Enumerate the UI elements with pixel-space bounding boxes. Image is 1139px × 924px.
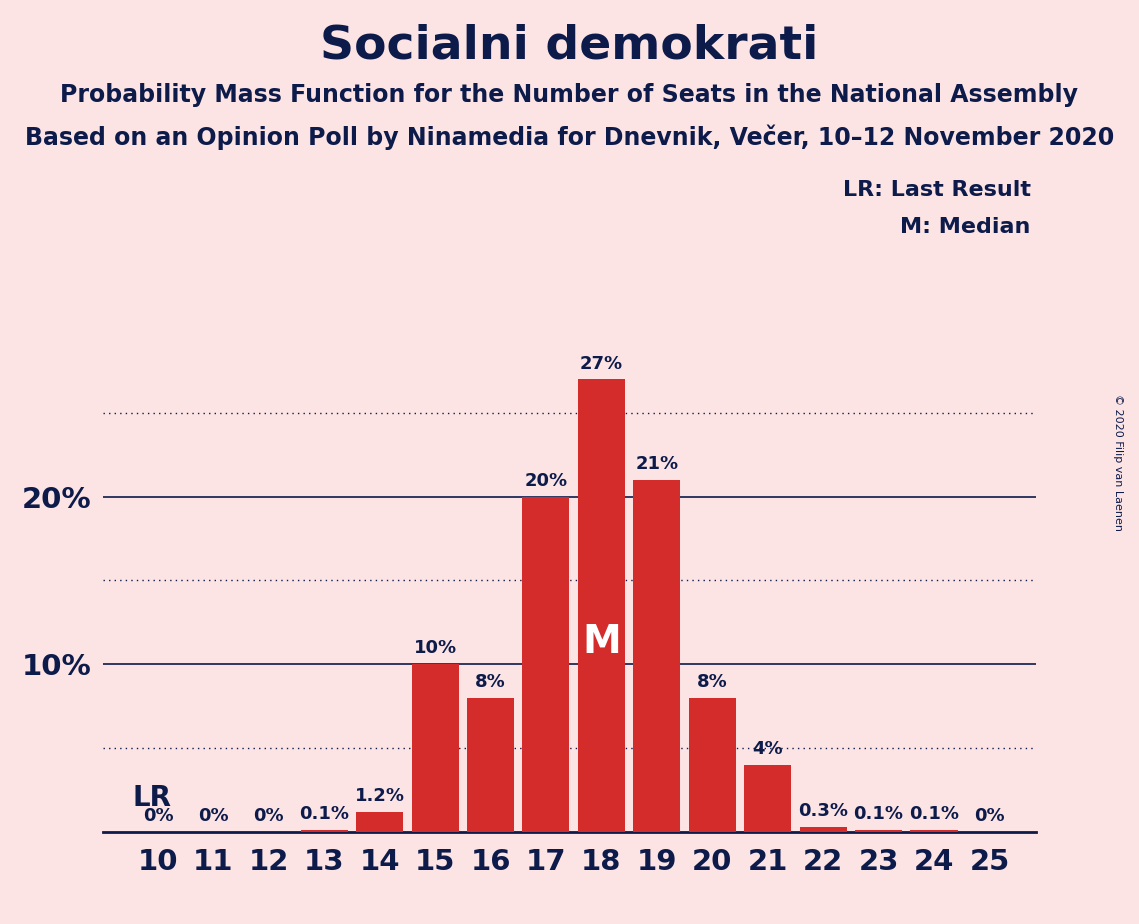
Text: 0%: 0% bbox=[254, 807, 284, 825]
Bar bbox=[910, 830, 958, 832]
Text: LR: LR bbox=[133, 784, 172, 812]
Bar bbox=[689, 698, 736, 832]
Bar bbox=[800, 827, 846, 832]
Text: 0.1%: 0.1% bbox=[300, 805, 350, 823]
Text: 0.1%: 0.1% bbox=[853, 805, 903, 823]
Text: 10%: 10% bbox=[413, 639, 457, 658]
Bar bbox=[523, 497, 570, 832]
Bar bbox=[744, 765, 792, 832]
Text: 0.3%: 0.3% bbox=[798, 802, 849, 820]
Text: M: M bbox=[582, 623, 621, 661]
Text: 27%: 27% bbox=[580, 355, 623, 372]
Text: © 2020 Filip van Laenen: © 2020 Filip van Laenen bbox=[1114, 394, 1123, 530]
Text: M: Median: M: Median bbox=[901, 217, 1031, 237]
Text: 21%: 21% bbox=[636, 456, 679, 473]
Text: 8%: 8% bbox=[697, 673, 728, 691]
Text: LR: Last Result: LR: Last Result bbox=[843, 180, 1031, 201]
Text: 8%: 8% bbox=[475, 673, 506, 691]
Bar bbox=[411, 664, 459, 832]
Bar bbox=[357, 811, 403, 832]
Bar bbox=[301, 830, 347, 832]
Text: 0.1%: 0.1% bbox=[909, 805, 959, 823]
Text: 1.2%: 1.2% bbox=[354, 787, 404, 805]
Bar bbox=[467, 698, 514, 832]
Text: 0%: 0% bbox=[198, 807, 229, 825]
Bar bbox=[577, 380, 625, 832]
Text: 4%: 4% bbox=[753, 740, 782, 758]
Text: 20%: 20% bbox=[524, 472, 567, 490]
Text: 0%: 0% bbox=[142, 807, 173, 825]
Bar bbox=[855, 830, 902, 832]
Text: Based on an Opinion Poll by Ninamedia for Dnevnik, Večer, 10–12 November 2020: Based on an Opinion Poll by Ninamedia fo… bbox=[25, 125, 1114, 151]
Text: Probability Mass Function for the Number of Seats in the National Assembly: Probability Mass Function for the Number… bbox=[60, 83, 1079, 107]
Text: Socialni demokrati: Socialni demokrati bbox=[320, 23, 819, 68]
Bar bbox=[633, 480, 680, 832]
Text: 0%: 0% bbox=[974, 807, 1005, 825]
